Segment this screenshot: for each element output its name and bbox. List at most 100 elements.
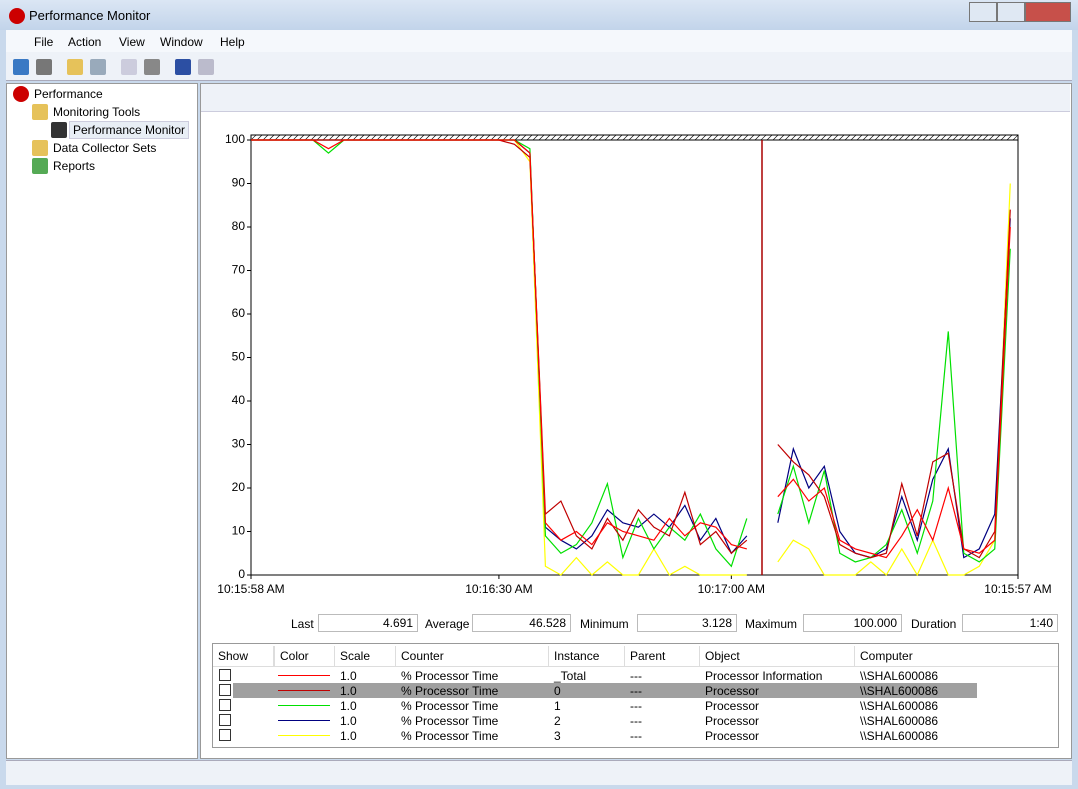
stat-value: 46.528 (472, 614, 571, 632)
hatch (772, 134, 779, 141)
hatch (298, 134, 305, 141)
hatch (922, 134, 929, 141)
back-button[interactable] (13, 59, 29, 75)
table-cell: Processor (705, 729, 760, 743)
tree-icon (32, 158, 48, 174)
hatch (904, 134, 911, 141)
stat-value: 1:40 (962, 614, 1058, 632)
column-divider (273, 646, 274, 666)
hatch (580, 134, 587, 141)
tree-item[interactable]: Reports (53, 159, 96, 173)
menu-item[interactable]: View (119, 35, 145, 49)
table-cell: --- (630, 714, 642, 728)
hatch (460, 134, 467, 141)
hatch (982, 134, 989, 141)
tree-item[interactable]: Monitoring Tools (53, 105, 141, 119)
hatch (532, 134, 539, 141)
column-header[interactable]: Instance (554, 649, 600, 663)
hatch (1000, 134, 1007, 141)
hatch (886, 134, 893, 141)
x-tick-label: 10:15:57 AM (984, 582, 1051, 596)
hatch (964, 134, 971, 141)
column-header[interactable]: Object (705, 649, 740, 663)
hatch (286, 134, 293, 141)
table-cell: Processor (705, 714, 760, 728)
table-cell: Processor Information (705, 669, 823, 683)
hatch (502, 134, 509, 141)
help-button[interactable] (175, 59, 191, 75)
tree-icon (51, 122, 67, 138)
up-button[interactable] (67, 59, 83, 75)
export-button[interactable] (121, 59, 137, 75)
hatch (652, 134, 659, 141)
hatch (562, 134, 569, 141)
graph-toolbar (201, 84, 1070, 112)
menu-item[interactable]: Action (68, 35, 102, 49)
hatch (454, 134, 461, 141)
y-tick-label: 60 (232, 306, 246, 320)
tree-item[interactable]: Performance (34, 87, 103, 101)
minimize-button[interactable] (969, 2, 997, 22)
hatch (736, 134, 743, 141)
checkbox[interactable] (219, 714, 231, 726)
hatch (952, 134, 959, 141)
column-header[interactable]: Computer (860, 649, 913, 663)
hatch (376, 134, 383, 141)
hatch (670, 134, 677, 141)
stat-label: Average (425, 617, 470, 631)
x-tick-label: 10:15:58 AM (217, 582, 284, 596)
color-swatch (278, 735, 330, 736)
forward-button[interactable] (36, 59, 52, 75)
hatch (598, 134, 605, 141)
column-header[interactable]: Counter (401, 649, 444, 663)
hatch (676, 134, 683, 141)
hatch (358, 134, 365, 141)
hatch (838, 134, 845, 141)
checkbox[interactable] (219, 669, 231, 681)
hatch (418, 134, 425, 141)
hatch (346, 134, 353, 141)
hatch (934, 134, 941, 141)
y-tick-label: 20 (232, 480, 246, 494)
show-tree-button[interactable] (90, 59, 106, 75)
maximize-button[interactable] (997, 2, 1025, 22)
column-header[interactable]: Color (280, 649, 309, 663)
stat-label: Last (291, 617, 314, 631)
column-header[interactable]: Scale (340, 649, 371, 663)
checkbox[interactable] (219, 729, 231, 741)
y-tick-label: 80 (232, 219, 246, 233)
hatch (382, 134, 389, 141)
column-header[interactable]: Show (218, 649, 249, 663)
hatch (586, 134, 593, 141)
checkbox[interactable] (219, 699, 231, 711)
menu-item[interactable]: Window (160, 35, 203, 49)
print-button[interactable] (144, 59, 160, 75)
hatch (724, 134, 731, 141)
hatch (784, 134, 791, 141)
hatch (634, 134, 641, 141)
hatch (496, 134, 503, 141)
hatch (400, 134, 407, 141)
menu-item[interactable]: Help (220, 35, 245, 49)
menu-item[interactable]: File (34, 35, 54, 49)
hatch (310, 134, 317, 141)
table-cell: 2 (554, 714, 561, 728)
tree-item[interactable]: Data Collector Sets (53, 141, 157, 155)
hatch (406, 134, 413, 141)
series-line (251, 139, 1011, 568)
tree-item-selected[interactable]: Performance Monitor (69, 121, 190, 139)
checkbox[interactable] (219, 684, 231, 696)
hatch (832, 134, 839, 141)
action-pane-button[interactable] (198, 59, 214, 75)
hatch (316, 134, 323, 141)
hatch (802, 134, 809, 141)
hatch (946, 134, 953, 141)
hatch (322, 134, 329, 141)
close-button[interactable] (1025, 2, 1071, 22)
hatch (874, 134, 881, 141)
hatch (268, 134, 275, 141)
tree-icon (32, 104, 48, 120)
column-header[interactable]: Parent (630, 649, 666, 663)
hatch (514, 134, 521, 141)
hatch (658, 134, 665, 141)
